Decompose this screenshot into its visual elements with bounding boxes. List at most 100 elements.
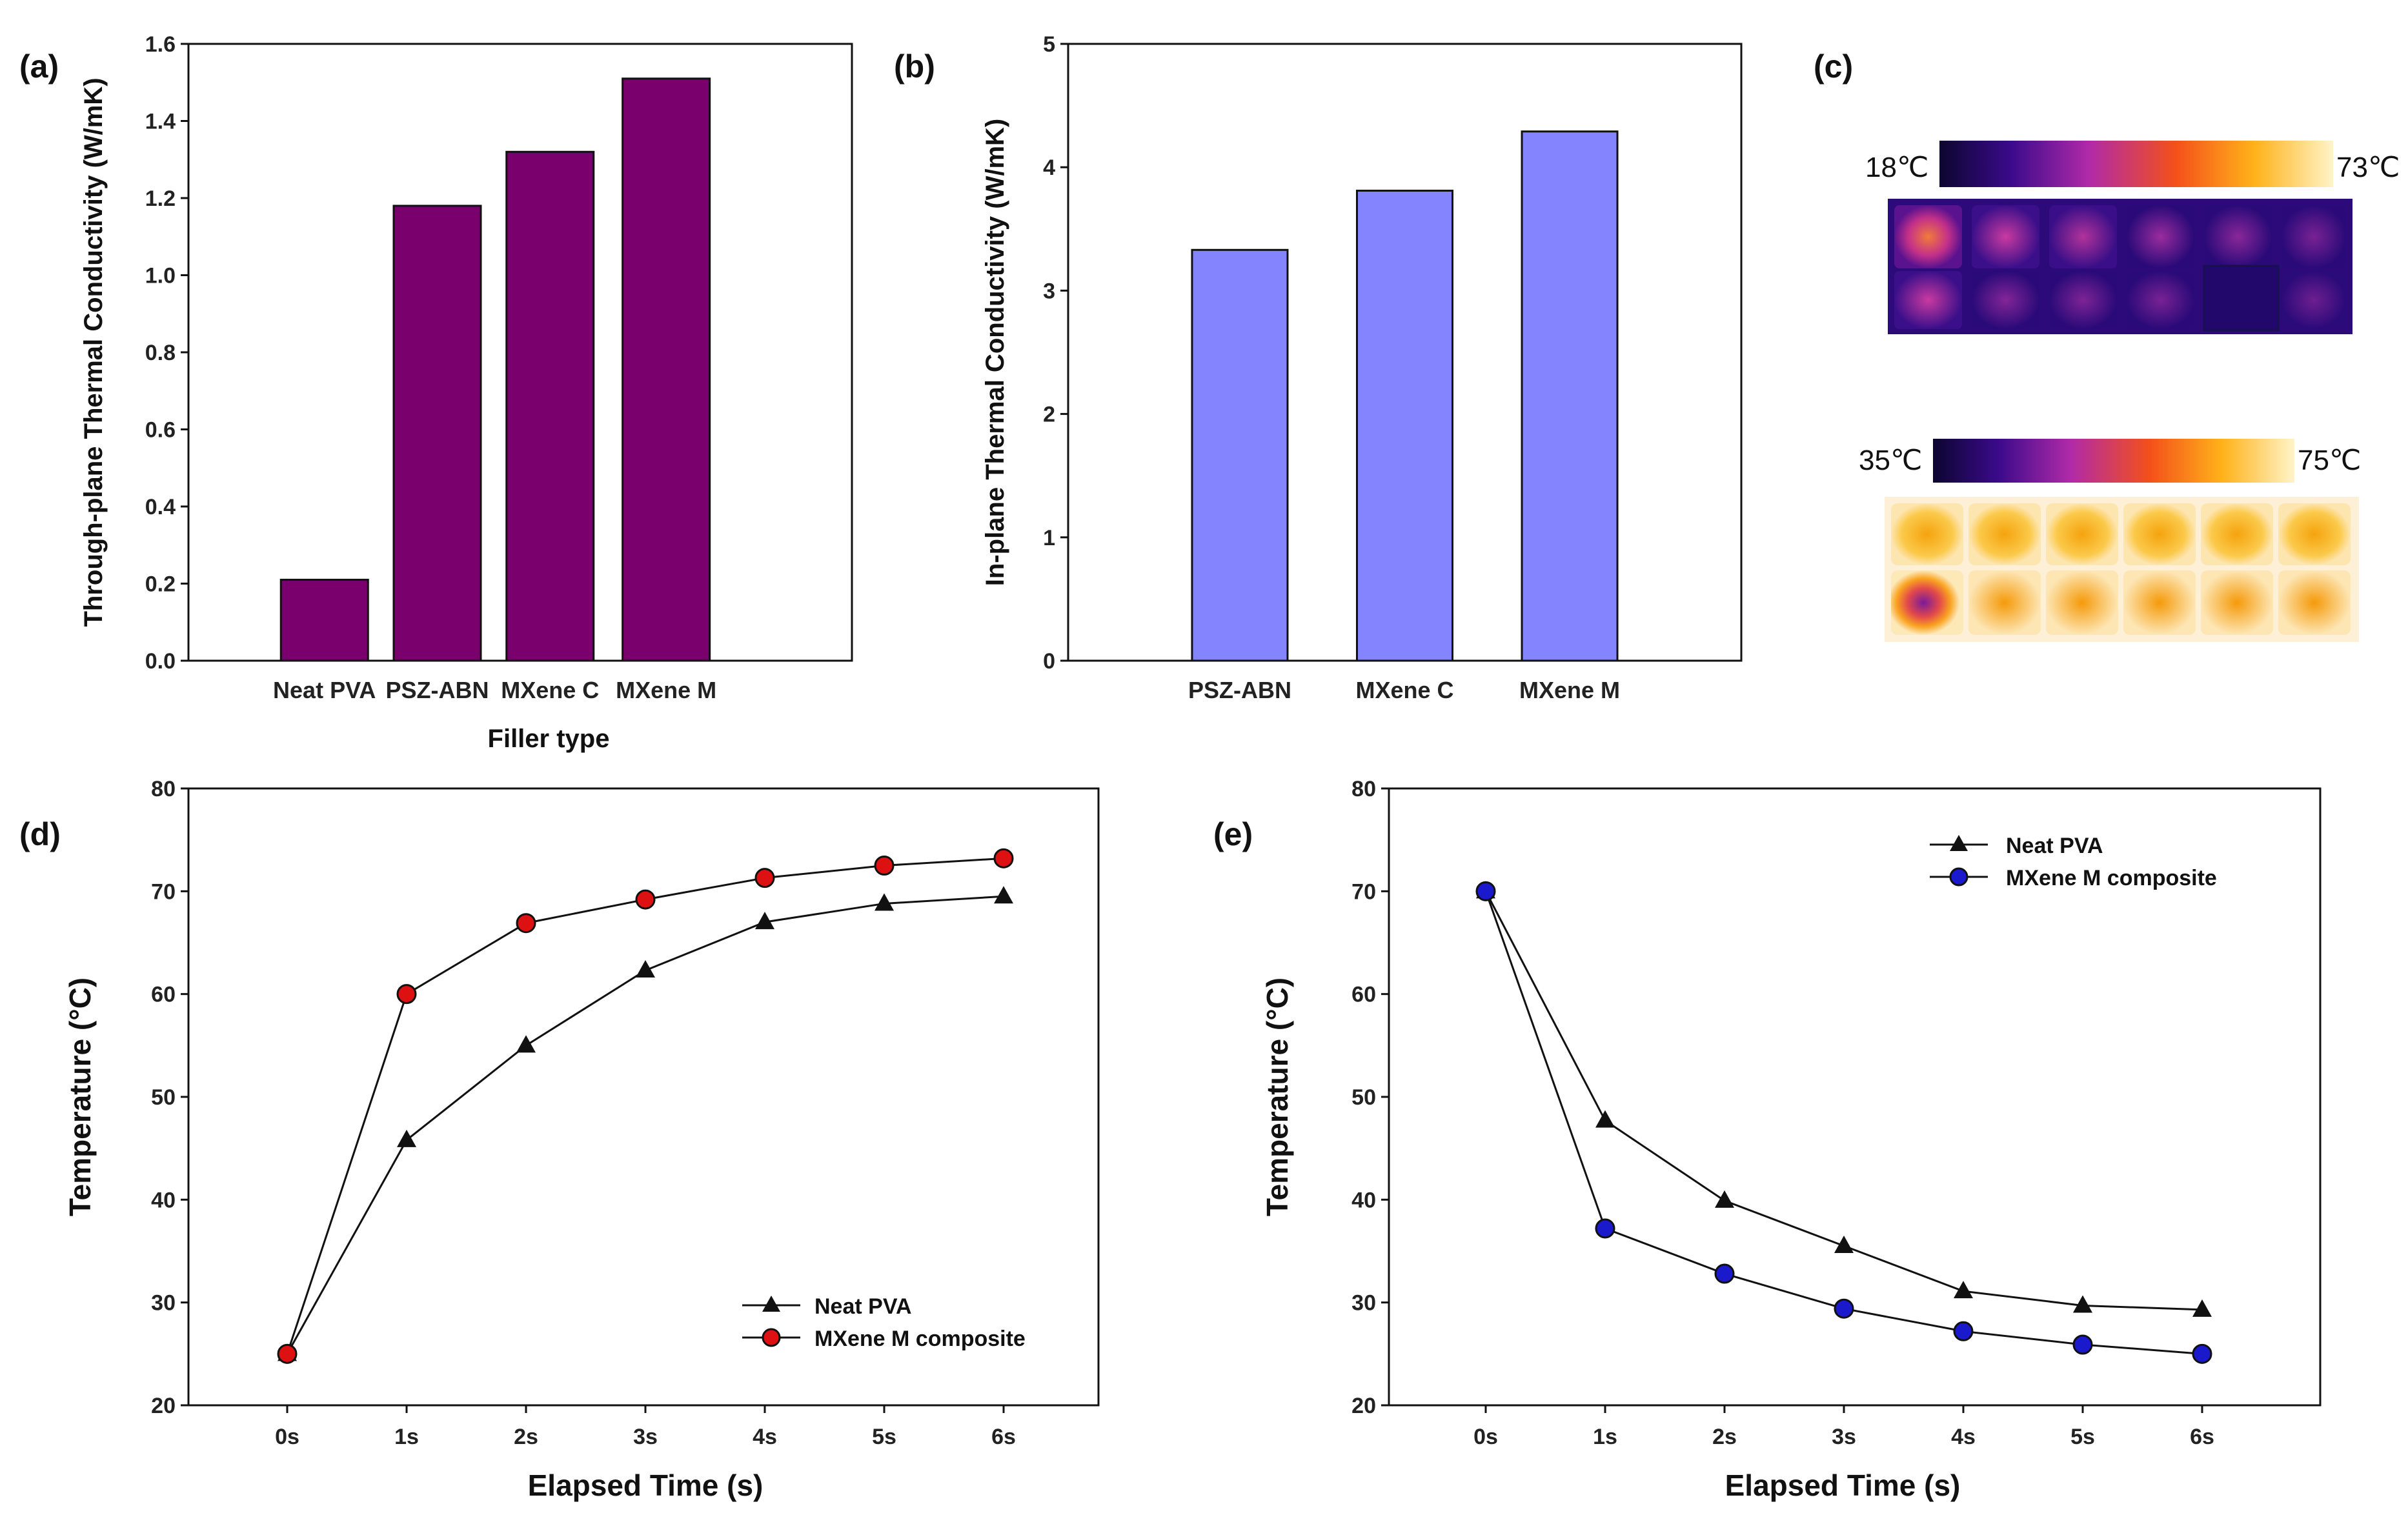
panel-label-a: (a) bbox=[19, 48, 59, 85]
point-circle bbox=[1595, 1218, 1615, 1239]
point-circle bbox=[874, 856, 895, 876]
point-circle bbox=[516, 913, 536, 934]
point-triangle bbox=[1834, 1236, 1854, 1254]
chart-b-ylabel: In-plane Thermal Conductivity (W/mK) bbox=[981, 119, 1009, 586]
legend-d-series-1: Neat PVA bbox=[814, 1294, 912, 1319]
color-scale-bottom bbox=[1933, 439, 2294, 483]
legend-e-series-2: MXene M composite bbox=[2006, 866, 2217, 890]
panel-label-b: (b) bbox=[894, 48, 935, 85]
y-tick-label: 30 bbox=[151, 1291, 176, 1316]
point-circle bbox=[1834, 1298, 1854, 1319]
chart-e: 20 30 40 50 60 70 80 0s 1s 2s 3s 4s 5s 6s Temperatur… bbox=[1260, 777, 2322, 1502]
panel-label-c: (c) bbox=[1814, 48, 1853, 85]
y-tick-label: 20 bbox=[1351, 1394, 1376, 1418]
y-tick-label: 80 bbox=[151, 777, 176, 801]
panel-label-e: (e) bbox=[1213, 816, 1253, 852]
y-tick-label: 0.2 bbox=[145, 572, 176, 597]
y-tick-label: 40 bbox=[1351, 1188, 1376, 1212]
point-circle bbox=[1953, 1321, 1974, 1341]
point-circle bbox=[993, 848, 1014, 868]
y-tick-label: 60 bbox=[1351, 983, 1376, 1007]
x-tick-label: 5s bbox=[872, 1425, 896, 1449]
thermal-panel: 18℃ 73℃ 35℃ 75℃ bbox=[1859, 141, 2400, 642]
chart-a-ylabel: Through-plane Thermal Conductivity (W/mK… bbox=[79, 77, 108, 627]
point-circle bbox=[396, 984, 417, 1005]
point-circle bbox=[2192, 1343, 2212, 1364]
scale-bottom-max: 75℃ bbox=[2298, 445, 2361, 476]
category-label: PSZ-ABN bbox=[1188, 677, 1291, 703]
chart-e-ylabel: Temperature (°C) bbox=[1260, 978, 1294, 1216]
y-tick-label: 0.4 bbox=[145, 495, 176, 519]
legend-d-circle-marker bbox=[762, 1328, 781, 1347]
point-triangle bbox=[397, 1129, 416, 1147]
scale-bottom-min: 35℃ bbox=[1859, 445, 1922, 476]
y-tick-label: 70 bbox=[151, 879, 176, 904]
category-label: PSZ-ABN bbox=[386, 677, 489, 703]
x-tick-label: 3s bbox=[1832, 1425, 1856, 1449]
y-tick-label: 0.6 bbox=[145, 418, 176, 443]
point-circle bbox=[754, 868, 775, 888]
scale-top-max: 73℃ bbox=[2336, 152, 2400, 183]
point-triangle bbox=[994, 886, 1013, 904]
point-circle bbox=[635, 889, 656, 910]
bar-psz-abn bbox=[1191, 248, 1289, 662]
category-label: MXene M bbox=[616, 677, 716, 703]
y-tick-label: 4 bbox=[1043, 155, 1055, 180]
bar-psz-abn bbox=[392, 205, 482, 662]
x-tick-label: 4s bbox=[753, 1425, 777, 1449]
color-scale-top bbox=[1939, 141, 2333, 187]
legend-e-triangle-marker bbox=[1950, 835, 1968, 851]
y-tick-label: 80 bbox=[1351, 777, 1376, 801]
chart-e-xlabel: Elapsed Time (s) bbox=[1725, 1469, 1961, 1502]
y-tick-label: 1 bbox=[1043, 526, 1055, 550]
legend-e-series-1: Neat PVA bbox=[2006, 834, 2103, 858]
panel-label-d: (d) bbox=[19, 816, 61, 852]
category-label: MXene C bbox=[1355, 677, 1453, 703]
y-tick-label: 20 bbox=[151, 1394, 176, 1418]
x-tick-label: 5s bbox=[2070, 1425, 2095, 1449]
y-tick-label: 1.2 bbox=[145, 186, 176, 211]
point-circle bbox=[277, 1343, 298, 1364]
y-tick-label: 1.0 bbox=[145, 264, 176, 288]
bar-mxene-m bbox=[622, 77, 711, 662]
point-triangle bbox=[2192, 1299, 2212, 1317]
point-triangle bbox=[1595, 1110, 1615, 1128]
x-tick-label: 1s bbox=[394, 1425, 419, 1449]
point-circle bbox=[1475, 881, 1496, 901]
category-label: Neat PVA bbox=[273, 677, 376, 703]
point-triangle bbox=[1715, 1190, 1734, 1208]
y-tick-label: 1.6 bbox=[145, 32, 176, 57]
y-tick-label: 2 bbox=[1043, 403, 1055, 427]
y-tick-label: 50 bbox=[151, 1085, 176, 1110]
chart-d-legend: Neat PVA MXene M composite bbox=[742, 1294, 1026, 1351]
x-tick-label: 3s bbox=[633, 1425, 658, 1449]
y-tick-label: 40 bbox=[151, 1188, 176, 1212]
x-tick-label: 0s bbox=[1473, 1425, 1498, 1449]
y-tick-label: 0.0 bbox=[145, 649, 176, 674]
point-triangle bbox=[755, 912, 774, 930]
bar-mxene-c bbox=[1356, 190, 1453, 662]
x-tick-label: 4s bbox=[1951, 1425, 1976, 1449]
x-tick-label: 2s bbox=[514, 1425, 538, 1449]
chart-b: 0 1 2 3 4 5 PSZ-ABN MXene C MXene M In-plane Th… bbox=[981, 32, 1743, 703]
point-triangle bbox=[636, 960, 655, 978]
point-triangle bbox=[516, 1035, 536, 1053]
series-line-2 bbox=[1484, 890, 2203, 1355]
category-label: MXene C bbox=[501, 677, 599, 703]
y-tick-label: 30 bbox=[1351, 1291, 1376, 1316]
legend-e-circle-marker bbox=[1949, 867, 1968, 887]
x-tick-label: 0s bbox=[275, 1425, 299, 1449]
point-circle bbox=[1714, 1263, 1735, 1284]
point-triangle bbox=[875, 893, 894, 911]
y-tick-label: 60 bbox=[151, 983, 176, 1007]
y-tick-label: 3 bbox=[1043, 279, 1055, 303]
thermal-image-top bbox=[1888, 199, 2352, 334]
point-triangle bbox=[2073, 1295, 2092, 1313]
y-tick-label: 50 bbox=[1351, 1085, 1376, 1110]
chart-d-ylabel: Temperature (°C) bbox=[63, 978, 97, 1216]
x-tick-label: 2s bbox=[1712, 1425, 1737, 1449]
y-tick-label: 0.8 bbox=[145, 341, 176, 365]
y-tick-label: 0 bbox=[1043, 649, 1055, 674]
bar-mxene-c bbox=[505, 150, 595, 662]
